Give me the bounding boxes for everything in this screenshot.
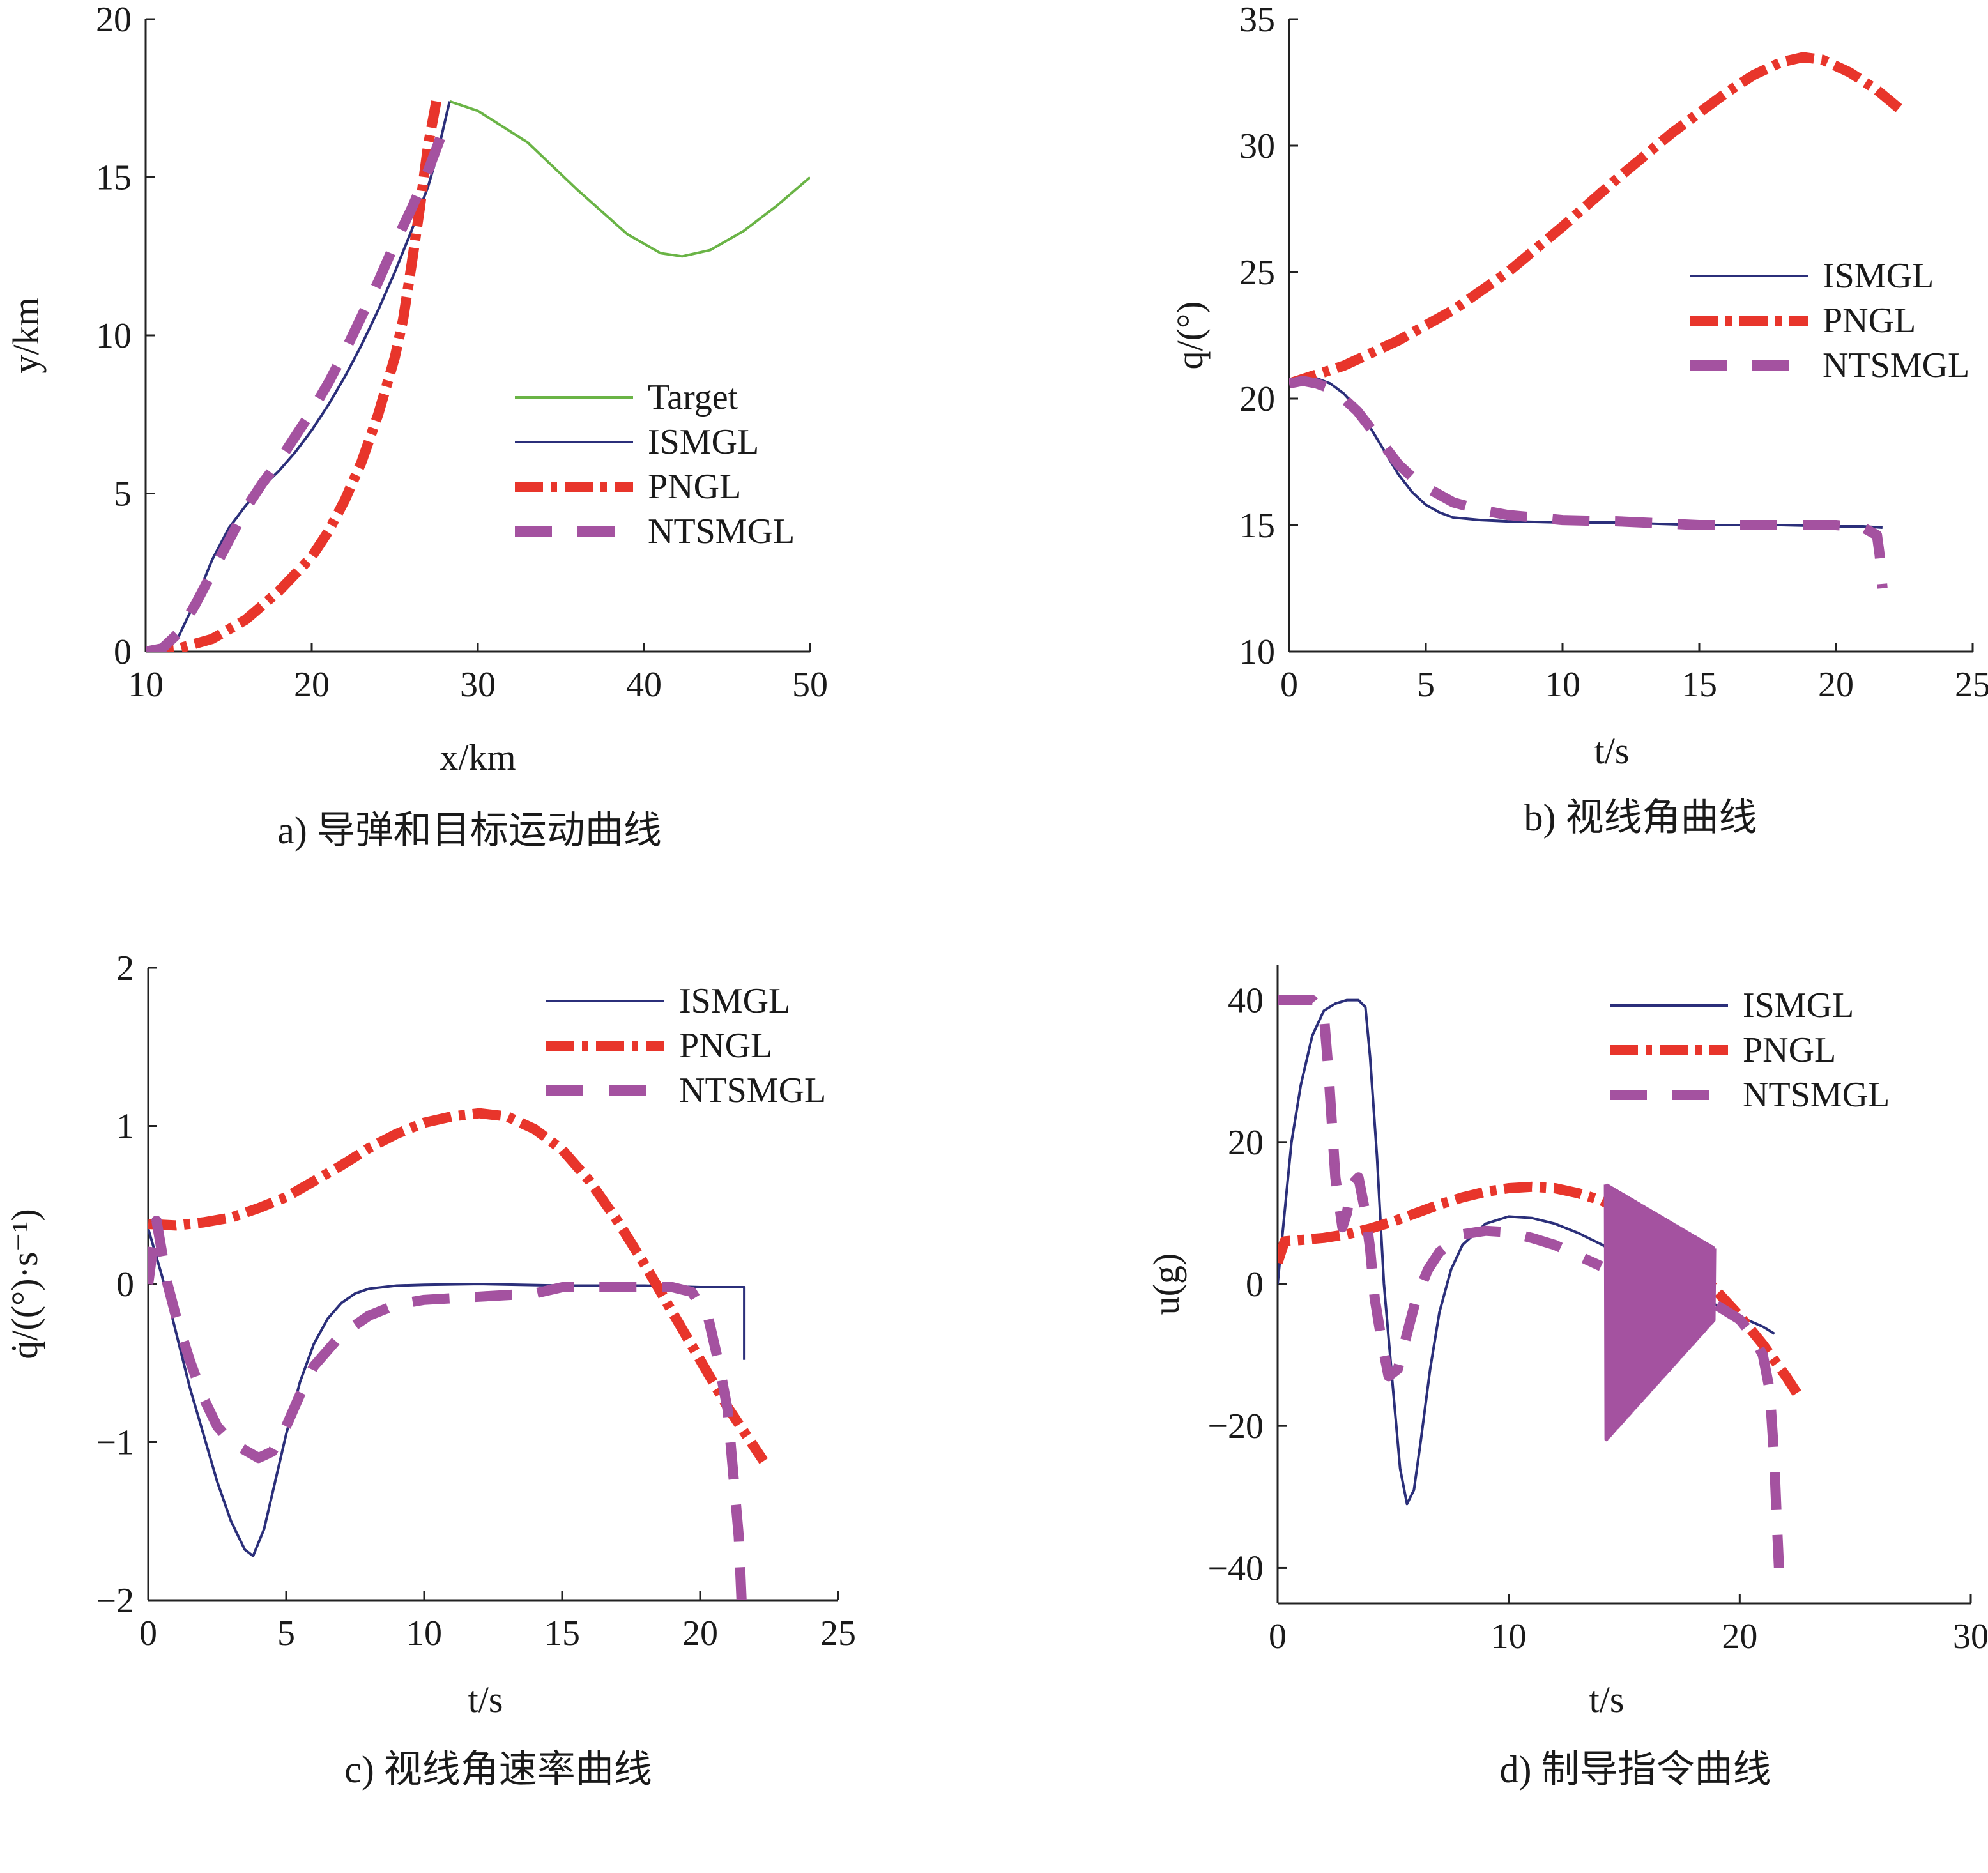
panel-c-ylabel: q̇/((°)·s⁻¹) [4, 1209, 45, 1359]
panel-d-xlabel: t/s [1589, 1679, 1625, 1720]
panel-c-series [148, 1108, 768, 1600]
panel-a-ylabel: y/km [5, 297, 47, 373]
series-ntsmgl-line [1278, 995, 1603, 1382]
panel-b-series [1289, 52, 1908, 589]
legend-a-ismgl-label: ISMGL [648, 422, 759, 462]
panel-a-xtick-label: 20 [294, 665, 330, 705]
legend-b-pngl-label: PNGL [1823, 301, 1916, 340]
series-ntsmgl-line [1289, 376, 1888, 589]
panel-b-caption: b) 视线角曲线 [1524, 797, 1757, 839]
panel-d-legend: ISMGL PNGL NTSMGL [1610, 986, 1890, 1115]
panel-b-ticks: 0 5 10 15 20 25 10 15 20 25 30 35 [1239, 0, 1988, 705]
panel-b-xtick-label: 0 [1280, 665, 1298, 705]
panel-a-axes [144, 19, 810, 653]
series-pngl-line [1289, 52, 1908, 388]
panel-d-caption: d) 制导指令曲线 [1500, 1748, 1771, 1791]
series-pngl-line [1278, 1181, 1805, 1401]
panel-a-xtick-label: 40 [626, 665, 662, 705]
legend-a-pngl-label: PNGL [648, 467, 741, 507]
legend-b-ntsmgl-label: NTSMGL [1823, 346, 1969, 385]
series-ntsmgl-line [148, 1216, 747, 1600]
panel-c-ytick-label: −1 [96, 1423, 134, 1463]
legend-b-ismgl-label: ISMGL [1823, 256, 1934, 296]
panel-a-ytick-label: 20 [96, 0, 132, 40]
panel-d-ylabel: u(g) [1145, 1253, 1187, 1315]
series-pngl-line [148, 1108, 768, 1464]
panel-b-xtick-label: 25 [1955, 665, 1988, 705]
chart-panel-c: 0 5 10 15 20 25 −2 −1 0 1 2 t/s q̇/((°)·s⁻¹) ISMGL… [4, 949, 856, 1791]
panel-c-ytick-label: 1 [116, 1107, 134, 1147]
panel-b-ytick-label: 35 [1239, 0, 1275, 40]
panel-d-xtick-label: 0 [1269, 1617, 1287, 1656]
panel-b-ytick-label: 20 [1239, 379, 1275, 419]
panel-b-xtick-label: 20 [1818, 665, 1854, 705]
panel-a-xtick-label: 50 [792, 665, 828, 705]
panel-c-xtick-label: 10 [406, 1614, 442, 1653]
panel-c-ytick-label: 2 [116, 949, 134, 988]
panel-c-legend: ISMGL PNGL NTSMGL [546, 981, 826, 1110]
series-pngl-line [146, 100, 441, 652]
panel-a-xtick-label: 10 [128, 665, 164, 705]
legend-a-target-label: Target [648, 378, 738, 417]
series-ntsmgl-line [1714, 1301, 1784, 1568]
series-ntsmgl-chatter [1603, 1183, 1717, 1442]
series-ntsmgl-line [146, 125, 450, 652]
panel-a-ytick-label: 0 [114, 632, 132, 672]
panel-c-xtick-label: 25 [820, 1614, 856, 1653]
panel-a-xtick-label: 30 [460, 665, 496, 705]
panel-c-ytick-label: −2 [96, 1581, 134, 1621]
series-target-line [449, 100, 810, 258]
panel-d-ytick-label: 40 [1228, 981, 1264, 1021]
panel-b-xtick-label: 15 [1681, 665, 1717, 705]
panel-d-ytick-label: −40 [1207, 1548, 1264, 1588]
chart-panel-a: 10 20 30 40 50 0 5 10 15 20 x/km y/km Target ISMG… [5, 0, 828, 852]
panel-d-series [1278, 995, 1805, 1568]
series-ntsmgl-oscillation [1603, 1183, 1717, 1442]
panel-d-ticks: 0 10 20 30 −40 −20 0 20 40 [1207, 981, 1988, 1656]
panel-d-ytick-label: 20 [1228, 1123, 1264, 1163]
panel-b-legend: ISMGL PNGL NTSMGL [1690, 256, 1969, 385]
panel-c-ticks: 0 5 10 15 20 25 −2 −1 0 1 2 [96, 949, 856, 1653]
panel-b-axes [1288, 19, 1973, 653]
panel-c-xtick-label: 15 [544, 1614, 580, 1653]
panel-b-ytick-label: 10 [1239, 632, 1275, 672]
panel-d-xtick-label: 20 [1722, 1617, 1757, 1656]
legend-c-ntsmgl-label: NTSMGL [679, 1071, 826, 1110]
panel-c-xlabel: t/s [468, 1679, 503, 1720]
panel-a-caption: a) 导弹和目标运动曲线 [277, 809, 662, 852]
panel-a-ytick-label: 10 [96, 316, 132, 356]
series-ismgl-line [1289, 377, 1883, 529]
panel-c-xtick-label: 0 [139, 1614, 157, 1653]
panel-b-xlabel: t/s [1594, 730, 1630, 772]
series-ismgl-line [146, 101, 451, 652]
panel-a-legend: Target ISMGL PNGL NTSMGL [515, 378, 795, 551]
chart-panel-b: 0 5 10 15 20 25 10 15 20 25 30 35 t/s q/(°) ISMGL P… [1169, 0, 1988, 839]
legend-c-pngl-label: PNGL [679, 1026, 772, 1066]
chart-panel-d: 0 10 20 30 −40 −20 0 20 40 t/s u(g) ISMGL PNGL N… [1145, 965, 1988, 1791]
panel-c-ytick-label: 0 [116, 1265, 134, 1304]
legend-d-ntsmgl-label: NTSMGL [1743, 1075, 1890, 1115]
panel-d-ytick-label: −20 [1207, 1407, 1264, 1446]
panel-b-ytick-label: 25 [1239, 253, 1275, 293]
legend-c-ismgl-label: ISMGL [679, 981, 790, 1021]
panel-a-xlabel: x/km [440, 737, 516, 778]
legend-d-ismgl-label: ISMGL [1743, 986, 1854, 1025]
panel-d-ytick-label: 0 [1246, 1265, 1264, 1304]
panel-a-ytick-label: 5 [114, 475, 132, 514]
panel-d-xtick-label: 10 [1491, 1617, 1527, 1656]
panel-b-xtick-label: 5 [1417, 665, 1435, 705]
panel-a-series [146, 100, 810, 652]
panel-b-ytick-label: 15 [1239, 506, 1275, 546]
panel-b-ylabel: q/(°) [1169, 302, 1211, 370]
legend-a-ntsmgl-label: NTSMGL [648, 512, 795, 551]
panel-c-xtick-label: 5 [277, 1614, 295, 1653]
panel-a-ytick-label: 15 [96, 158, 132, 198]
panel-c-xtick-label: 20 [682, 1614, 718, 1653]
panel-b-ytick-label: 30 [1239, 126, 1275, 166]
panel-d-xtick-label: 30 [1953, 1617, 1988, 1656]
panel-b-xtick-label: 10 [1545, 665, 1580, 705]
panel-c-caption: c) 视线角速率曲线 [344, 1748, 652, 1791]
legend-d-pngl-label: PNGL [1743, 1030, 1836, 1070]
